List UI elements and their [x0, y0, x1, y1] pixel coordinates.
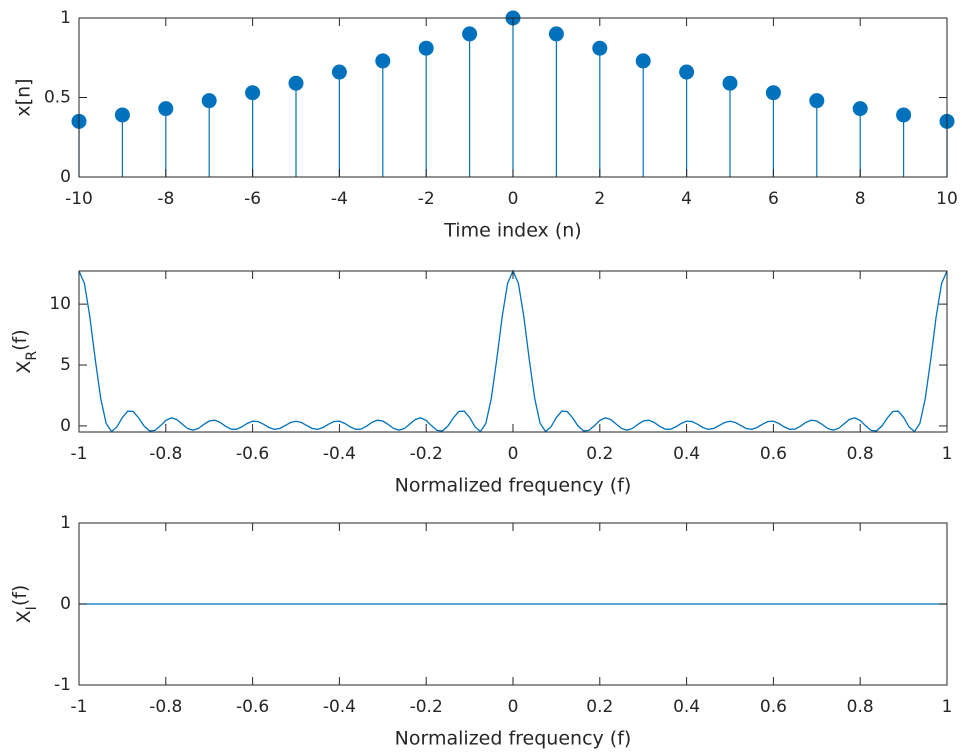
stem-marker — [896, 107, 912, 123]
x-tick-label: -0.6 — [236, 444, 269, 464]
stem-marker — [418, 40, 434, 56]
y-axis-label: XR(f) — [9, 329, 41, 373]
x-tick-label: -1 — [71, 697, 88, 717]
stem-marker — [114, 107, 130, 123]
x-tick-label: 6 — [768, 189, 779, 209]
x-tick-label: 10 — [936, 189, 958, 209]
x-tick-label: -0.6 — [236, 697, 269, 717]
y-axis-label-suffix: (f) — [9, 329, 31, 351]
x-tick-label: 0.6 — [760, 697, 787, 717]
x-tick-label: 8 — [855, 189, 866, 209]
y-tick-label: 1 — [60, 513, 71, 533]
stem-marker — [245, 85, 261, 101]
x-tick-label: 0.8 — [847, 697, 874, 717]
y-tick-label: 0.5 — [44, 88, 71, 108]
stem-marker — [635, 53, 651, 69]
x-tick-label: -0.8 — [149, 444, 182, 464]
y-tick-label: 0 — [60, 594, 71, 614]
y-axis-label: x[n] — [13, 78, 35, 116]
stem-marker — [158, 101, 174, 117]
stem-marker — [548, 26, 564, 42]
stem-marker — [331, 64, 347, 80]
stem-marker — [765, 85, 781, 101]
x-tick-label: -1 — [71, 444, 88, 464]
x-tick-label: 1 — [942, 444, 953, 464]
x-tick-label: -4 — [331, 189, 348, 209]
x-tick-label: 0.2 — [586, 444, 613, 464]
x-tick-label: -8 — [157, 189, 174, 209]
y-axis-label-suffix: (f) — [9, 585, 31, 607]
y-axis-label-base: X — [13, 361, 35, 374]
y-tick-label: 0 — [60, 416, 71, 436]
stem-marker — [679, 64, 695, 80]
x-tick-label: -6 — [244, 189, 261, 209]
x-tick-label: 0 — [508, 444, 519, 464]
x-axis-label: Normalized frequency (f) — [395, 728, 632, 750]
y-tick-label: 5 — [60, 355, 71, 375]
x-tick-label: 0.2 — [586, 697, 613, 717]
x-tick-label: -0.4 — [323, 444, 356, 464]
x-tick-label: 0.4 — [673, 697, 700, 717]
y-tick-label: -1 — [54, 675, 71, 695]
x-tick-label: -0.2 — [410, 444, 443, 464]
stem-marker — [809, 93, 825, 109]
line — [79, 269, 947, 432]
y-axis-label: XI(f) — [9, 585, 41, 624]
stem-marker — [462, 26, 478, 42]
stem-marker — [288, 75, 304, 91]
y-axis-label-subscript: I — [24, 606, 40, 610]
y-axis-label-subscript: R — [24, 351, 40, 361]
y-tick-label: 10 — [49, 294, 71, 314]
x-axis-label: Normalized frequency (f) — [395, 475, 632, 497]
axes-box — [78, 270, 948, 433]
x-tick-label: 2 — [594, 189, 605, 209]
y-tick-label: 0 — [60, 167, 71, 187]
stem-marker — [375, 53, 391, 69]
stem-marker — [852, 101, 868, 117]
x-axis-label: Time index (n) — [443, 220, 581, 242]
x-tick-label: -0.2 — [410, 697, 443, 717]
x-tick-label: -10 — [65, 189, 93, 209]
stem-marker — [722, 75, 738, 91]
y-tick-label: 1 — [60, 8, 71, 28]
y-axis-label-base: X — [13, 610, 35, 623]
x-tick-label: 4 — [681, 189, 692, 209]
x-tick-label: 0.4 — [673, 444, 700, 464]
x-tick-label: -0.8 — [149, 697, 182, 717]
x-tick-label: -0.4 — [323, 697, 356, 717]
x-tick-label: 0.6 — [760, 444, 787, 464]
x-tick-label: 0.8 — [847, 444, 874, 464]
plot-area — [79, 269, 947, 432]
x-tick-label: 0 — [508, 189, 519, 209]
x-tick-label: -2 — [418, 189, 435, 209]
stem-marker — [201, 93, 217, 109]
plot-area — [71, 10, 955, 177]
x-tick-label: 1 — [942, 697, 953, 717]
x-tick-label: 0 — [508, 697, 519, 717]
stem-marker — [592, 40, 608, 56]
